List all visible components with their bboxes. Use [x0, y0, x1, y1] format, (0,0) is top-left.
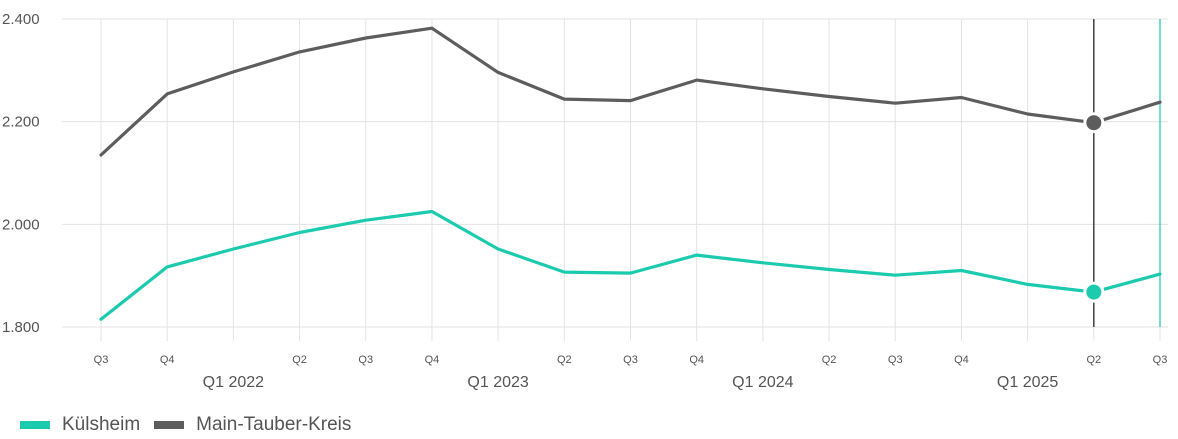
- series-line-1: [99, 26, 1162, 157]
- x-tick-label: Q4: [954, 354, 969, 366]
- y-tick-label: 2.200: [2, 114, 40, 131]
- x-tick-label: Q4: [160, 354, 175, 366]
- y-tick-label: 1.800: [2, 319, 40, 336]
- y-tick-label: 2.000: [2, 216, 40, 233]
- x-axis: Q3 Q4 Q1 2022 Q2 Q3 Q4 Q1 2023 Q2 Q3 Q4 Q1 2024 Q2 Q…: [94, 354, 1168, 391]
- y-tick-label: 2.400: [2, 11, 40, 28]
- x-year-label: Q1 2023: [467, 374, 528, 391]
- series-lines: [99, 19, 1162, 327]
- x-tick-label: Q3: [1153, 354, 1168, 366]
- x-tick-label: Q3: [94, 354, 109, 366]
- x-year-label: Q1 2025: [997, 374, 1058, 391]
- legend-item-kuelsheim[interactable]: Külsheim: [20, 414, 140, 436]
- series-line-0: [99, 209, 1162, 321]
- grid: [62, 18, 1168, 341]
- x-tick-label: Q3: [623, 354, 638, 366]
- y-axis: 1.800 2.000 2.200 2.400: [2, 11, 40, 336]
- x-year-label: Q1 2022: [203, 374, 264, 391]
- x-tick-label: Q2: [822, 354, 837, 366]
- hover-point-0: [1083, 281, 1105, 303]
- x-tick-label: Q3: [358, 354, 373, 366]
- hover-marker: [1083, 19, 1105, 327]
- x-tick-label: Q2: [557, 354, 572, 366]
- x-tick-label: Q3: [888, 354, 903, 366]
- x-year-label: Q1 2024: [732, 374, 793, 391]
- x-tick-label: Q4: [689, 354, 704, 366]
- x-tick-label: Q4: [425, 354, 440, 366]
- x-tick-label: Q2: [292, 354, 307, 366]
- hover-point-1: [1083, 112, 1105, 134]
- legend-label-kuelsheim: Külsheim: [62, 414, 141, 435]
- legend-swatch-kuelsheim: [20, 421, 50, 429]
- legend-label-main-tauber-kreis: Main-Tauber-Kreis: [196, 414, 352, 435]
- line-chart: 1.800 2.000 2.200 2.400 Q3 Q4 Q1 2022 Q2 Q3 Q4 Q1…: [2, 11, 1168, 391]
- legend-swatch-main-tauber-kreis: [154, 421, 185, 429]
- legend-item-main-tauber-kreis[interactable]: Main-Tauber-Kreis: [154, 414, 351, 436]
- legend: Külsheim Main-Tauber-Kreis: [20, 414, 365, 436]
- x-tick-label: Q2: [1086, 354, 1101, 366]
